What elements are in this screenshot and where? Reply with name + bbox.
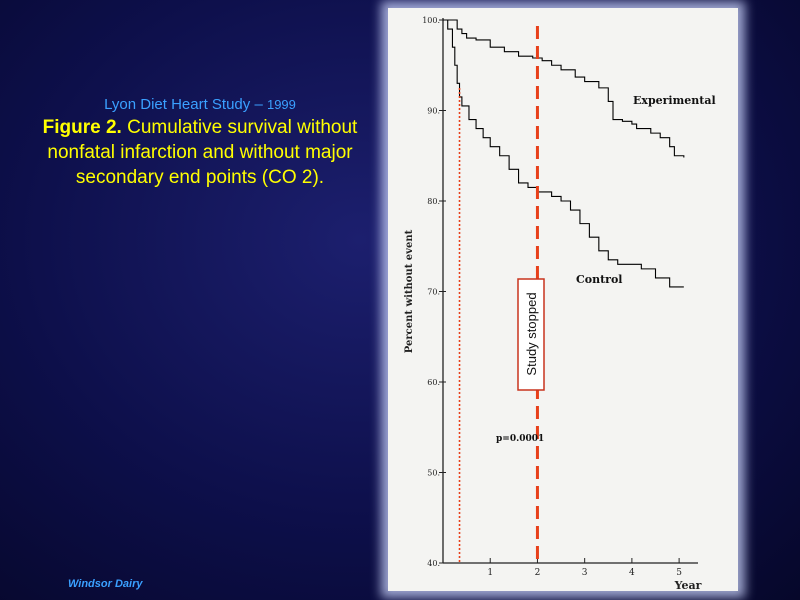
study-stopped-box — [517, 278, 545, 391]
y-tick-label-90: 90. — [427, 107, 440, 116]
slide-caption: Lyon Diet Heart Study – 1999 Figure 2. C… — [30, 95, 370, 190]
figure-label: Figure 2. — [42, 117, 122, 138]
x-tick-label-5: 5 — [676, 568, 682, 578]
figure-caption: Cumulative survival without nonfatal inf… — [47, 117, 358, 188]
x-axis-label: Year — [674, 579, 702, 591]
series-label-control: Control — [576, 273, 622, 286]
y-axis-label: Percent without event — [404, 229, 415, 353]
x-tick-label-4: 4 — [629, 568, 635, 578]
series-control-line — [443, 19, 684, 288]
chart-panel: 40. 50. 60. 70. 80. 90. 100. 1 2 3 4 5 Percent witho… — [388, 8, 738, 591]
study-year: 1999 — [266, 97, 296, 112]
p-value-label: p=0.0001 — [496, 434, 544, 444]
series-experimental-line — [443, 19, 685, 158]
y-tick-label-40: 40. — [427, 559, 440, 568]
y-tick-label-50: 50. — [427, 469, 440, 478]
x-tick-label-2: 2 — [535, 568, 541, 578]
y-tick-label-60: 60. — [427, 378, 440, 387]
x-tick-label-1: 1 — [487, 568, 493, 578]
y-tick-label-70: 70. — [427, 288, 440, 297]
survival-chart: 40. 50. 60. 70. 80. 90. 100. 1 2 3 4 5 Percent witho… — [404, 16, 716, 591]
series-label-experimental: Experimental — [633, 94, 716, 107]
study-title: Lyon Diet Heart Study – 1999 — [30, 95, 370, 115]
x-tick-label-3: 3 — [582, 568, 588, 578]
study-stopped-label: Study stopped — [524, 292, 539, 375]
footer-brand: Windsor Dairy — [68, 578, 143, 590]
y-tick-label-80: 80. — [427, 197, 440, 206]
y-tick-label-100: 100. — [422, 16, 440, 25]
study-title-text: Lyon Diet Heart Study – — [104, 96, 263, 113]
